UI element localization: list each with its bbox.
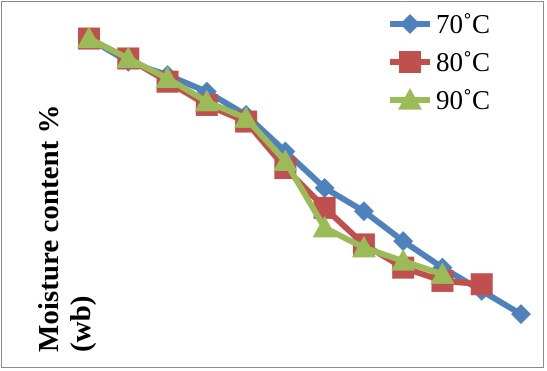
data-point-90c-5 [273,149,298,171]
legend-label-80c: 80˚C [436,47,490,77]
legend-item-70c: 70˚C [390,9,490,39]
data-point-70c-6 [314,177,335,198]
data-point-90c-1 [116,46,141,69]
series-line-70c [86,35,524,318]
legend-label-90c: 90˚C [436,85,490,115]
series-90c [77,26,455,284]
data-point-90c-4 [234,106,259,128]
data-point-70c-8 [393,231,414,252]
data-point-80c-10 [470,273,493,296]
data-point-70c-11 [511,304,531,325]
series-layer [77,26,531,325]
legend: 70˚C 80˚C 90˚C [390,9,490,115]
data-point-90c-2 [155,66,180,88]
data-point-90c-7 [351,235,376,258]
y-axis-label: Moisture content % (wb) [33,97,97,352]
data-point-90c-3 [194,89,219,112]
legend-marker-90c [398,88,422,110]
y-axis-label-line-1: Moisture content % [33,104,65,352]
series-line-90c [86,35,446,278]
data-point-90c-9 [430,262,455,284]
legend-marker-80c [399,51,421,73]
data-point-90c-6 [312,215,337,238]
legend-label-70c: 70˚C [436,9,490,39]
legend-item-90c: 90˚C [390,85,490,115]
legend-item-80c: 80˚C [390,47,490,77]
data-point-90c-0 [77,26,101,49]
legend-marker-70c [400,14,420,34]
data-point-90c-8 [391,249,416,271]
y-axis-label-line-2: (wb) [65,296,97,352]
data-point-70c-7 [353,201,374,222]
